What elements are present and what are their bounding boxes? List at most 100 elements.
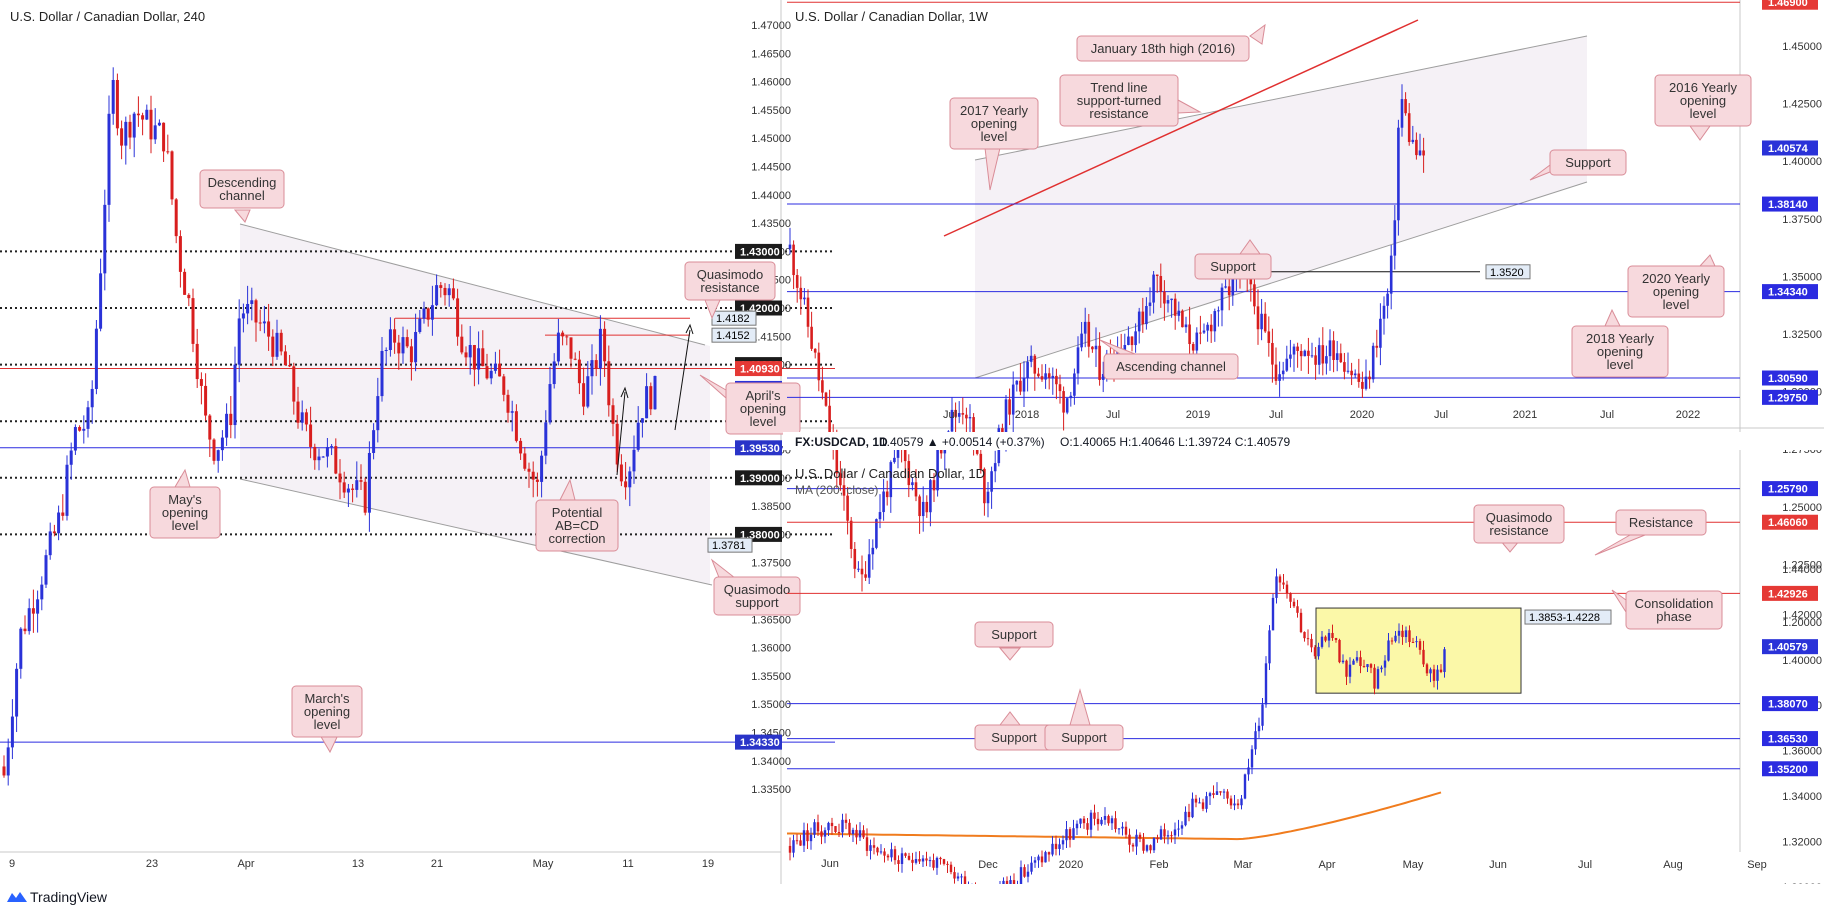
d1-candle-body [841, 819, 844, 833]
d1-candle-body [1208, 793, 1212, 797]
w1-callout-jan-high-tail [1249, 23, 1266, 45]
d1-candle-body [1247, 767, 1250, 775]
w1-candle-body [1346, 370, 1350, 372]
h4-candle-body [624, 481, 628, 488]
d1-candle-body [928, 860, 932, 862]
d1-candle-body [904, 853, 907, 856]
w1-callout-2016-open-text: opening [1680, 93, 1726, 108]
d1-callout-support-2-tail [998, 711, 1022, 726]
d1-candle-body [1219, 791, 1222, 793]
tradingview-logo-icon[interactable] [6, 890, 28, 904]
w1-candle-body [1141, 311, 1145, 325]
d1-candle-body [1135, 834, 1138, 847]
h4-channel-fill [240, 224, 710, 585]
d1-candle-body [1243, 774, 1247, 799]
d1-candle-body [1117, 828, 1121, 830]
h4-candle-body [611, 405, 615, 424]
w1-callout-trendline-tail [1177, 99, 1202, 114]
h4-candle-body [418, 318, 422, 332]
h4-candle-body [233, 364, 237, 426]
d1-candle-body [1037, 856, 1040, 861]
d1-candle-body [1236, 803, 1240, 806]
w1-candle-body [1397, 127, 1400, 221]
h4-candle-body [78, 427, 82, 431]
d1-candle-body [1058, 844, 1061, 849]
w1-level-tag-label: 1.38140 [1768, 199, 1808, 211]
h4-candle-body [225, 413, 229, 438]
w1-candle-body [939, 448, 943, 454]
w1-callout-2017-open-text: level [981, 129, 1008, 144]
chart-canvas[interactable]: 1.47000 1.46500 1.46000 1.45500 1.45000 1.445… [0, 0, 1824, 884]
d1-candle-body [1341, 660, 1345, 663]
w1-candle-body [1177, 310, 1181, 316]
h4-y-tick-label: 1.44500 [751, 162, 791, 174]
w1-candle-body [1393, 220, 1397, 256]
d1-candle-body [1173, 829, 1177, 836]
w1-title: U.S. Dollar / Canadian Dollar, 1W [795, 9, 989, 24]
w1-callout-2017-open-text: 2017 Yearly [960, 103, 1028, 118]
h4-candle-body [615, 423, 619, 465]
h4-candle-body [330, 446, 334, 448]
h4-candle-body [485, 366, 489, 379]
d1-symbol: FX:USDCAD, 1D [795, 435, 888, 449]
h4-candle-body [540, 455, 544, 482]
d1-x-tick-label: Jul [1578, 859, 1592, 871]
d1-candle-body [1107, 815, 1110, 824]
h4-callout-april-open-text: April's [746, 388, 781, 403]
d1-candle-body [1348, 664, 1352, 677]
w1-callout-jan-high-text: January 18th high (2016) [1091, 41, 1236, 56]
h4-candle-body [531, 471, 535, 480]
w1-candle-body [799, 287, 803, 300]
h4-x-tick-label: 19 [702, 858, 714, 870]
d1-candle-body [1194, 798, 1198, 803]
w1-level-tag-bg [1762, 0, 1818, 10]
w1-candle-body [1389, 255, 1393, 294]
d1-candle-body [837, 832, 841, 834]
h4-candle-body [582, 383, 586, 407]
h4-candle-body [552, 361, 556, 385]
d1-candle-body [1264, 663, 1268, 705]
w1-callout-2016-open-text: 2016 Yearly [1669, 80, 1737, 95]
d1-candle-body [858, 830, 862, 838]
d1-candle-body [1310, 638, 1313, 648]
d1-candle-body [1380, 667, 1383, 670]
w1-candle-body [968, 417, 972, 419]
w1-x-tick-label: 2022 [1676, 409, 1700, 421]
d1-callout-support-3-tail [1069, 688, 1091, 726]
h4-panel[interactable]: 1.47000 1.46500 1.46000 1.45500 1.45000 1.445… [0, 9, 839, 870]
h4-candle-body [544, 422, 548, 456]
w1-candle-body [1335, 353, 1339, 360]
d1-candle-body [1415, 641, 1418, 643]
h4-callout-march-open-box [291, 685, 363, 738]
d1-callout-consolidation-box [1625, 590, 1723, 630]
d1-candle-body [953, 872, 956, 879]
tradingview-brand[interactable]: TradingView [30, 889, 108, 905]
d1-candle-body [1383, 660, 1387, 668]
w1-candle-body [878, 512, 882, 520]
h4-candle-body [430, 305, 434, 320]
w1-candle-body [846, 495, 849, 521]
d1-callout-consolidation-text: phase [1656, 609, 1691, 624]
h4-candle-body [195, 343, 199, 380]
d1-candle-body [1068, 829, 1072, 840]
w1-candle-body [849, 520, 853, 549]
w1-callout-2018-open-text: level [1607, 357, 1634, 372]
d1-callout-support-3-box [1044, 724, 1124, 751]
h4-candle-body [115, 79, 119, 129]
h4-candle-body [439, 285, 443, 288]
d1-panel[interactable]: FX:USDCAD, 1D1.40579 ▲ +0.00514 (+0.37%)… [783, 432, 1823, 884]
w1-candle-body [1008, 399, 1011, 415]
w1-candle-body [983, 468, 986, 504]
d1-candle-body [1075, 823, 1079, 829]
h4-candle-body [477, 348, 481, 370]
w1-level-tag-bg [1762, 370, 1818, 386]
h4-candle-body [565, 336, 569, 338]
w1-panel[interactable]: 1.45000 1.42500 1.40000 1.37500 1.35000 1.325… [787, 0, 1822, 629]
d1-candle-body [1110, 818, 1114, 824]
d1-candle-body [883, 851, 886, 856]
w1-candle-body [1418, 150, 1422, 156]
h4-candle-body [6, 747, 10, 776]
h4-callout-may-open-box [149, 486, 221, 539]
